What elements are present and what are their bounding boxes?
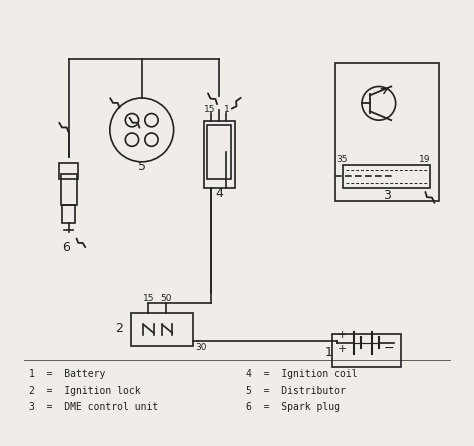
Text: 6  =  Spark plug: 6 = Spark plug [246, 402, 340, 413]
Bar [131, 313, 192, 346]
Text: 6: 6 [63, 241, 70, 254]
Text: 35: 35 [337, 155, 348, 164]
Text: 4: 4 [215, 187, 223, 200]
Text: 3: 3 [383, 189, 391, 202]
Bar [207, 125, 231, 179]
Text: +: + [338, 343, 347, 354]
Bar [204, 121, 235, 187]
Text: 50: 50 [160, 294, 172, 303]
Text: 5: 5 [138, 160, 146, 173]
Bar [59, 163, 78, 179]
Bar [343, 165, 430, 187]
Text: 5  =  Distributor: 5 = Distributor [246, 385, 346, 396]
Text: 19: 19 [419, 155, 431, 164]
Text: 3  =  DME control unit: 3 = DME control unit [29, 402, 158, 413]
Bar [335, 63, 438, 201]
Bar [63, 205, 75, 223]
Text: 4  =  Ignition coil: 4 = Ignition coil [246, 369, 357, 379]
Bar [332, 334, 401, 367]
Text: +: + [338, 330, 347, 340]
Text: 1: 1 [224, 105, 230, 114]
Text: 2  =  Ignition lock: 2 = Ignition lock [29, 385, 140, 396]
Text: 15: 15 [143, 294, 154, 303]
Text: 1: 1 [324, 346, 332, 359]
Text: 30: 30 [195, 343, 206, 351]
Text: 15: 15 [204, 105, 215, 114]
Text: −: − [383, 342, 394, 355]
Bar [61, 174, 77, 205]
Text: 1  =  Battery: 1 = Battery [29, 369, 105, 379]
Text: 2: 2 [115, 322, 123, 334]
